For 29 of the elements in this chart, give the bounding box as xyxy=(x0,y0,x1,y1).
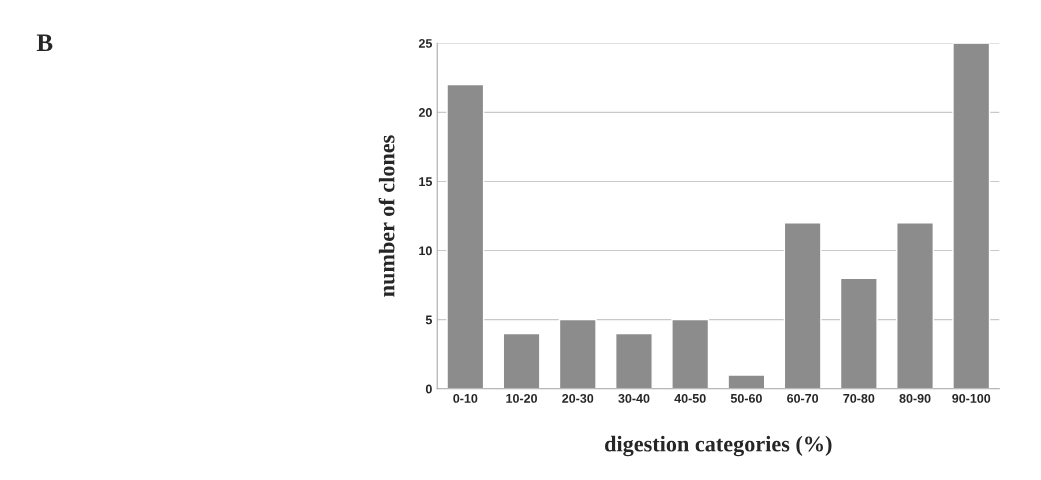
bar xyxy=(615,332,653,389)
bar xyxy=(446,83,485,389)
x-tick-label: 70-80 xyxy=(843,393,875,403)
bar xyxy=(502,332,541,389)
y-tick-label: 25 xyxy=(418,39,433,48)
bar xyxy=(952,43,991,389)
text: B xyxy=(36,34,53,52)
bar xyxy=(558,318,597,389)
bar xyxy=(671,318,710,389)
x-axis-title: digestion categories (%) xyxy=(605,435,832,457)
y-tick-label: 5 xyxy=(425,315,433,325)
y-axis-title: number of clones xyxy=(378,135,395,297)
bar xyxy=(896,222,935,389)
x-tick-label: 80-90 xyxy=(899,393,931,403)
y-tick-label: 15 xyxy=(419,177,433,187)
y-tick-label: 0 xyxy=(425,384,432,394)
bar xyxy=(727,374,766,389)
y-tick-label: 10 xyxy=(419,246,432,256)
x-tick-label: 50-60 xyxy=(730,393,762,403)
y-tick-label: 20 xyxy=(418,108,432,117)
x-tick-label: 60-70 xyxy=(787,393,819,403)
x-tick-label: 20-30 xyxy=(562,393,594,403)
x-tick-label: 10-20 xyxy=(506,393,538,403)
bar xyxy=(839,277,878,389)
x-tick-label: 30-40 xyxy=(618,393,650,403)
x-tick-label: 40-50 xyxy=(674,393,706,403)
x-tick-label: 0-10 xyxy=(453,393,478,403)
x-tick-label: 90-100 xyxy=(952,393,991,403)
bar xyxy=(783,222,822,389)
